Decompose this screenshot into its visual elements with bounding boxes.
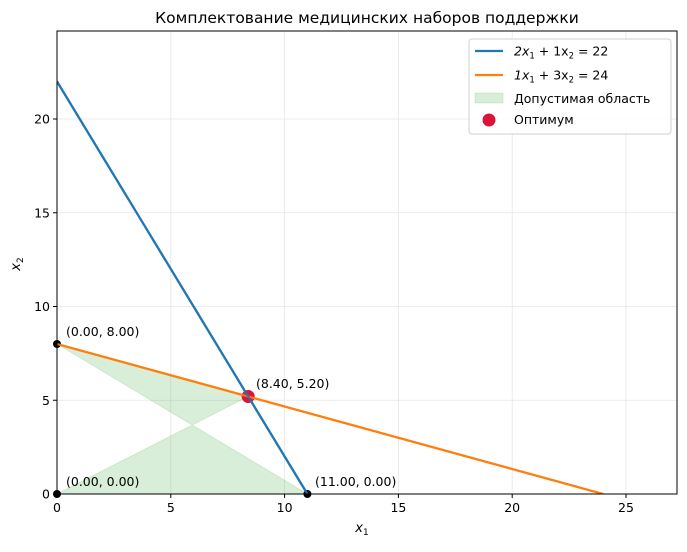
legend-patch-icon-green: [474, 92, 504, 104]
point-label: (0.00, 8.00): [66, 324, 139, 339]
y-tick-label: 5: [42, 393, 50, 408]
x-tick-label: 5: [167, 500, 175, 515]
legend-label-constraint-2: 1x1 + 3x2 = 24: [514, 68, 608, 86]
legend-marker-icon-red: [482, 113, 496, 127]
y-tick-label: 10: [34, 299, 50, 314]
y-tick-label: 20: [34, 112, 50, 127]
y-ticks: [53, 118, 57, 495]
x-ticks: [56, 494, 627, 498]
x-tick-label: 25: [618, 500, 634, 515]
x-tick-label: 15: [390, 500, 406, 515]
y-axis-label: x2: [9, 257, 26, 271]
x-tick-label: 0: [53, 500, 61, 515]
point-label: (0.00, 0.00): [66, 474, 139, 489]
x-tick-label: 20: [504, 500, 520, 515]
point-label: (11.00, 0.00): [315, 474, 396, 489]
chart-title: Комплектование медицинских наборов подде…: [155, 9, 579, 27]
x-axis-label: x1: [354, 521, 368, 538]
point-label: (8.40, 5.20): [256, 376, 329, 391]
legend-label-constraint-1: 2x1 + 1x2 = 22: [514, 44, 608, 62]
legend-label-optimum: Оптимум: [514, 112, 574, 127]
axes-frame: [56, 30, 678, 495]
y-tick-label: 0: [42, 487, 50, 502]
legend-box: [468, 38, 672, 135]
legend-label-feasible: Допустимая область: [514, 91, 650, 106]
x-tick-label: 10: [277, 500, 293, 515]
legend: 2x1 + 1x2 = 22 1x1 + 3x2 = 24 Допустимая…: [468, 38, 672, 135]
y-tick-label: 15: [34, 205, 50, 220]
